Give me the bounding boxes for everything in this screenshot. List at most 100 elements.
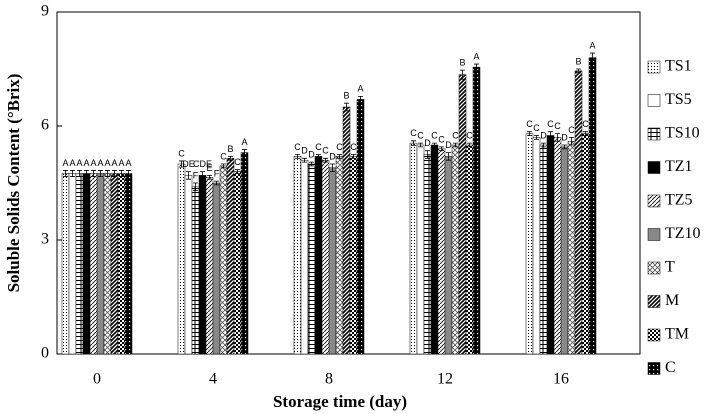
error-bar (418, 142, 423, 148)
significance-letter: C (220, 151, 227, 161)
significance-letter: C (452, 130, 459, 140)
error-bar (179, 160, 184, 168)
legend-label: TS5 (665, 91, 692, 108)
bar (458, 74, 467, 355)
bar (233, 171, 242, 355)
bar (356, 99, 365, 355)
bar (293, 156, 302, 355)
significance-letter: B (575, 56, 581, 66)
error-bar (583, 131, 588, 136)
bar (110, 173, 119, 355)
error-bar (228, 156, 233, 161)
error-bar (446, 152, 451, 161)
bar (574, 70, 583, 355)
significance-letter: C (294, 142, 301, 152)
significance-letter: A (76, 158, 82, 168)
error-bar (309, 161, 314, 167)
bar (416, 144, 425, 355)
error-bar (126, 170, 131, 177)
legend-swatch (647, 161, 661, 174)
error-bar (576, 68, 581, 74)
bar (314, 156, 323, 355)
significance-letter: A (69, 158, 75, 168)
error-bar (98, 170, 103, 177)
significance-letter: D (329, 151, 336, 161)
significance-letter: C (438, 134, 445, 144)
error-bar (105, 170, 110, 177)
significance-letter: A (90, 158, 96, 168)
bar (205, 177, 214, 355)
bar (532, 137, 541, 355)
bar (349, 156, 358, 355)
bar (335, 156, 344, 355)
bar (588, 57, 597, 355)
bar (191, 186, 200, 355)
significance-letter: C (466, 130, 473, 140)
significance-letter: C (178, 148, 185, 158)
bar (451, 144, 460, 355)
significance-letter: C (315, 142, 322, 152)
bar (444, 156, 453, 355)
legend-swatch (647, 328, 661, 342)
y-tick-label: 9 (41, 3, 49, 20)
bar (409, 142, 418, 355)
error-bar (351, 154, 356, 159)
significance-letter: A (62, 158, 68, 168)
significance-letter: C (554, 121, 561, 131)
error-bar (235, 169, 240, 174)
y-axis-title: Soluble Solids Content (°Brix) (4, 74, 23, 293)
bar (68, 173, 77, 355)
bar (240, 152, 249, 355)
bar (423, 154, 432, 355)
bar (89, 173, 98, 355)
error-bar (91, 170, 96, 177)
error-bar (200, 171, 205, 180)
y-tick-label: 6 (41, 117, 49, 134)
error-bar (453, 142, 458, 148)
bar (546, 135, 555, 355)
error-bar (358, 95, 363, 103)
error-bar (302, 157, 307, 163)
significance-letter: E (206, 163, 212, 173)
significance-letter: CDE (193, 159, 212, 169)
significance-letter: D (308, 149, 315, 159)
significance-letter: B (227, 144, 233, 154)
legend-label: C (665, 359, 676, 376)
error-bar (590, 52, 595, 63)
legend-label: TZ10 (665, 225, 701, 242)
error-bar (295, 154, 300, 159)
significance-letter: A (83, 158, 89, 168)
significance-letter: A (104, 158, 110, 168)
legend-label: M (665, 292, 679, 309)
significance-letter: DE (182, 159, 195, 169)
bar (307, 163, 316, 355)
significance-letter: C (417, 130, 424, 140)
bar (300, 159, 309, 355)
legend-label: TM (665, 326, 689, 343)
significance-letter: C (336, 142, 343, 152)
y-tick-label: 0 (41, 345, 49, 362)
error-bar (569, 137, 574, 146)
significance-letter: A (111, 158, 117, 168)
bar (342, 106, 351, 355)
significance-letter: C (533, 123, 540, 133)
bar (581, 133, 590, 355)
significance-letter: C (568, 125, 575, 135)
bar (430, 144, 439, 355)
error-bar (425, 150, 430, 159)
significance-letter: C (234, 157, 241, 167)
bar (82, 173, 91, 355)
significance-letter: C (582, 119, 589, 129)
error-bar (323, 157, 328, 163)
significance-letter: A (118, 158, 124, 168)
significance-letter: C (350, 142, 357, 152)
legend-label: T (665, 259, 675, 276)
bar (212, 182, 221, 355)
error-bar (330, 163, 335, 172)
error-bar (460, 69, 465, 80)
legend-swatch (647, 60, 661, 74)
significance-letter: F (214, 168, 220, 178)
error-bar (112, 170, 117, 177)
significance-letter: A (473, 51, 479, 61)
